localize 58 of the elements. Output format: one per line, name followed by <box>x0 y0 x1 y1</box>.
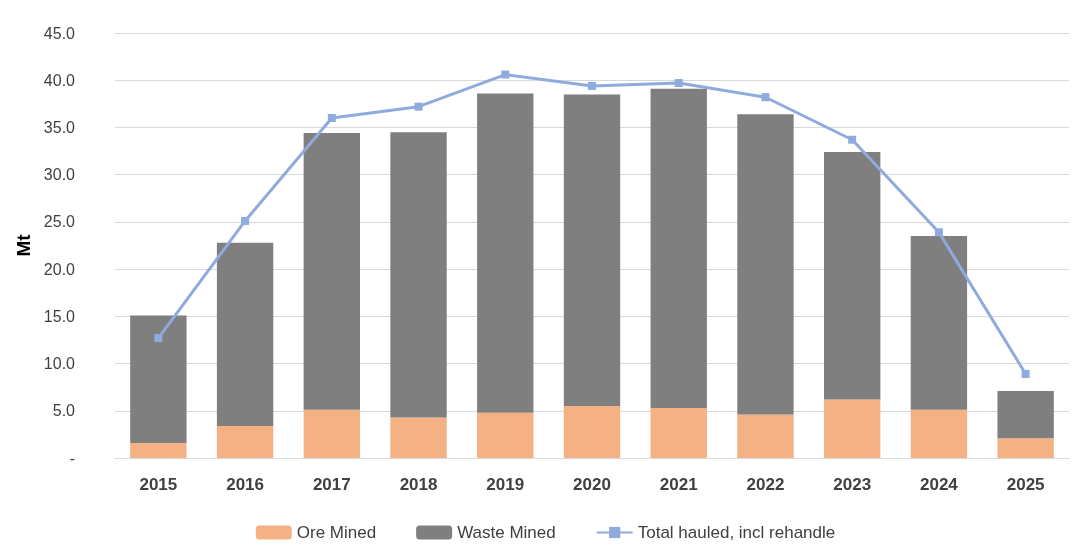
bar <box>390 132 447 418</box>
bar <box>303 133 360 410</box>
x-tick-label: 2018 <box>399 475 438 494</box>
y-tick-label: 25.0 <box>43 213 76 231</box>
y-tick-label: 35.0 <box>43 118 76 136</box>
bar <box>477 93 534 413</box>
y-tick-label: - <box>69 449 75 467</box>
y-tick-label: 20.0 <box>43 260 76 278</box>
bar <box>824 399 881 458</box>
y-tick-label: 10.0 <box>43 355 76 373</box>
x-tick-label: 2017 <box>312 475 351 494</box>
point <box>588 81 596 90</box>
point <box>241 216 250 225</box>
legend-label: Waste Mined <box>457 523 556 542</box>
bar <box>390 417 447 458</box>
bar <box>130 442 187 458</box>
x-tick-label: 2016 <box>226 475 264 494</box>
point <box>761 93 770 102</box>
bar <box>737 414 794 458</box>
bar <box>563 406 621 458</box>
y-tick-label: 30.0 <box>43 166 76 184</box>
y-tick-label: 45.0 <box>43 24 76 42</box>
bar <box>997 438 1054 458</box>
point <box>674 79 683 88</box>
point <box>327 114 336 122</box>
x-tick-label: 2023 <box>833 475 872 494</box>
x-tick-label: 2021 <box>659 475 698 494</box>
legend-label: Total hauled, incl rehandle <box>637 523 836 542</box>
bar <box>477 412 534 458</box>
x-tick-label: 2025 <box>1006 475 1045 494</box>
x-tick-label: 2015 <box>139 475 178 494</box>
x-tick-label: 2024 <box>920 475 959 494</box>
x-tick-label: 2019 <box>486 475 525 494</box>
bar <box>650 407 707 458</box>
point <box>934 228 943 237</box>
bar <box>563 94 621 407</box>
y-axis-title: Mt <box>12 233 34 257</box>
bar <box>910 409 968 458</box>
bar <box>650 88 707 408</box>
x-tick-label: 2020 <box>573 475 611 494</box>
bar <box>997 390 1054 439</box>
bar <box>216 242 274 426</box>
bar <box>216 425 274 458</box>
y-tick-label: 5.0 <box>52 402 76 420</box>
bar <box>910 236 968 410</box>
y-tick-label: 40.0 <box>43 71 76 89</box>
bar <box>303 409 360 458</box>
bar <box>824 152 881 400</box>
x-tick-label: 2022 <box>746 475 785 494</box>
point <box>414 102 423 111</box>
bar <box>737 114 794 415</box>
point <box>154 334 163 343</box>
y-tick-label: 15.0 <box>43 307 76 325</box>
point <box>1021 369 1030 378</box>
point <box>501 70 510 79</box>
point <box>848 135 857 144</box>
bar <box>130 315 187 443</box>
legend-label: Ore Mined <box>296 523 377 542</box>
